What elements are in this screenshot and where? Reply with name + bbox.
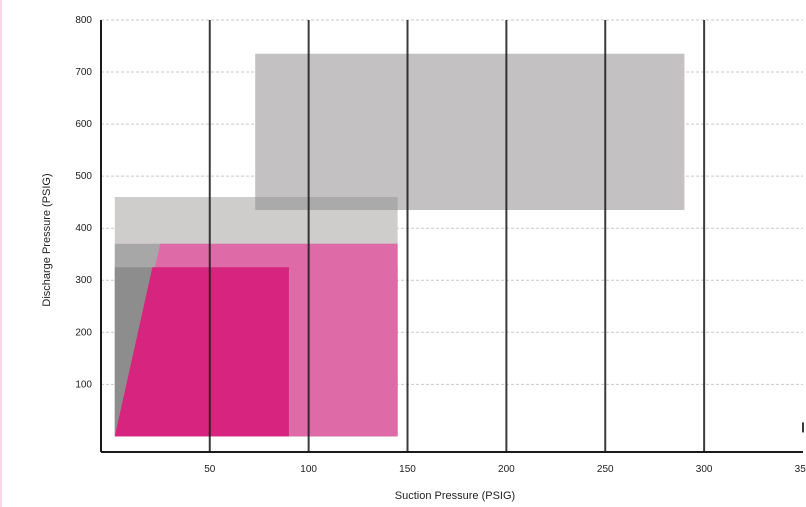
left-edge-line [0, 0, 2, 507]
x-tick-250: 250 [597, 464, 614, 475]
x-tick-50: 50 [204, 464, 216, 475]
y-tick-200: 200 [75, 327, 92, 338]
x-tick-labels: 50 100 150 200 250 300 350 [204, 464, 806, 475]
region-3 [255, 197, 398, 210]
y-tick-600: 600 [75, 119, 92, 130]
region-2 [255, 53, 685, 210]
x-tick-350: 350 [795, 464, 806, 475]
y-tick-400: 400 [75, 223, 92, 234]
operating-regions [114, 53, 685, 437]
y-tick-labels: 100 200 300 400 500 600 700 800 [75, 15, 92, 390]
y-axis-title: Discharge Pressure (PSIG) [41, 173, 53, 306]
x-tick-150: 150 [399, 464, 416, 475]
region-7 [114, 267, 289, 437]
y-tick-300: 300 [75, 275, 92, 286]
axes [100, 20, 803, 453]
x-tick-300: 300 [696, 464, 713, 475]
y-tick-500: 500 [75, 171, 92, 182]
vertical-gridlines [208, 20, 804, 452]
y-tick-700: 700 [75, 67, 92, 78]
x-tick-100: 100 [300, 464, 317, 475]
x-axis-title: Suction Pressure (PSIG) [395, 490, 515, 502]
y-tick-800: 800 [75, 15, 92, 26]
y-tick-100: 100 [75, 379, 92, 390]
x-tick-200: 200 [498, 464, 515, 475]
